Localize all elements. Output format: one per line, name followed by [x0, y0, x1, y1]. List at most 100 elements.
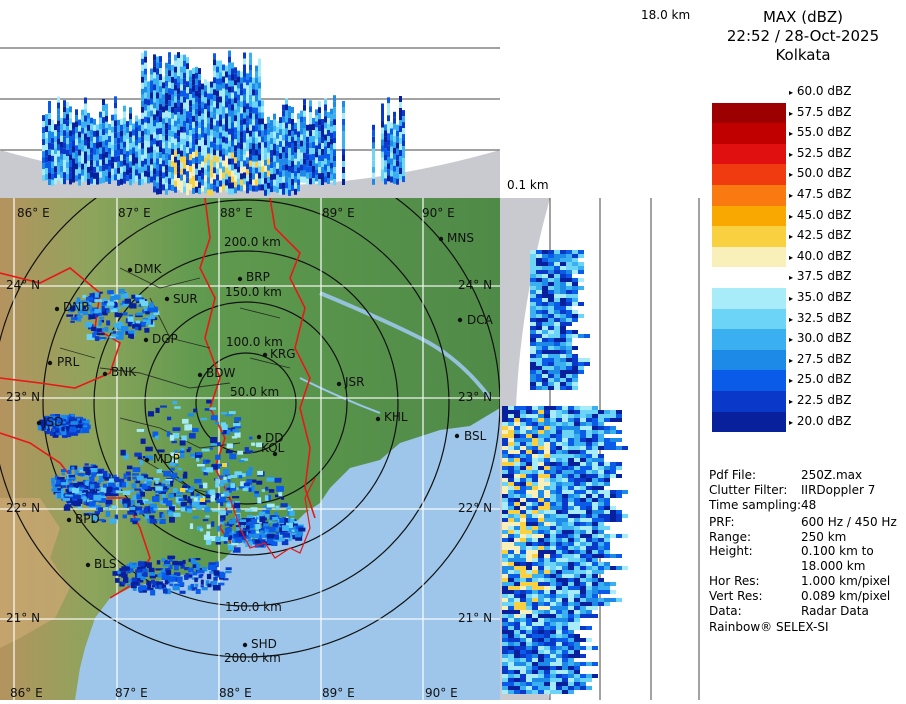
side-row-cell-887: [592, 530, 598, 534]
top-column-cell-73: [60, 129, 63, 136]
side-row-cell-892: [520, 534, 526, 538]
side-row-cell-1002: [502, 558, 508, 562]
side-row-cell-183: [536, 338, 542, 342]
top-column-cell-1534: [327, 154, 330, 160]
echo-cell-249: [111, 505, 117, 510]
top-column-cell-1623: [387, 157, 390, 164]
top-column-cell-1077: [237, 100, 240, 107]
echo-cell-1250: [292, 523, 298, 526]
echo-cell-743: [172, 560, 178, 566]
side-row-cell-891: [514, 534, 520, 538]
side-row-cell-406: [532, 430, 538, 434]
side-row-cell-950: [526, 546, 532, 550]
echo-cell-930: [86, 502, 92, 506]
side-row-cell-761: [526, 506, 532, 510]
top-column-cell-1649: [396, 124, 399, 131]
side-row-cell-330: [532, 414, 538, 418]
top-column-cell-1042: [231, 140, 234, 147]
top-column-cell-1589: [372, 178, 375, 185]
side-row-cell-345: [502, 418, 508, 422]
side-row-cell-102: [530, 298, 536, 302]
top-column-cell-712: [183, 174, 186, 181]
side-row-cell-372: [544, 422, 550, 426]
side-row-cell-946: [502, 546, 508, 550]
top-column-cell-1391: [294, 128, 297, 135]
side-row-cell-990: [550, 554, 556, 558]
side-row-cell-1415: [514, 662, 520, 666]
top-column-cell-1483: [315, 151, 318, 158]
range-label-50: 50.0 km: [230, 385, 279, 399]
echo-cell-805: [149, 571, 155, 578]
side-row-cell-191: [542, 342, 548, 346]
side-row-cell-499: [508, 450, 514, 454]
echo-cell-4: [197, 464, 205, 467]
echo-cell-962: [77, 481, 84, 485]
side-row-cell-587: [616, 466, 622, 470]
legend-label: 42.5 dBZ: [796, 228, 852, 243]
side-row-cell-301: [574, 406, 580, 410]
top-column-cell-888: [210, 147, 213, 154]
echo-cell-337: [146, 481, 152, 486]
radar-map[interactable]: 86° E 87° E 88° E 89° E 90° E 86° E 87° …: [0, 198, 500, 700]
side-row-cell-808: [574, 514, 580, 518]
side-row-cell-1384: [562, 650, 568, 654]
top-column-cell-840: [204, 85, 207, 92]
side-row-cell-329: [526, 414, 532, 418]
side-row-cell-952: [538, 546, 544, 550]
echo-cell-450: [206, 524, 211, 529]
top-column-cell-1602: [381, 175, 384, 182]
side-row-cell-912: [514, 538, 520, 542]
top-column-cell-851: [204, 151, 207, 158]
side-row-cell-532: [508, 458, 514, 462]
echo-cell-358: [219, 497, 226, 503]
side-row-cell-327: [514, 414, 520, 418]
side-row-cell-25: [572, 258, 578, 262]
top-column-cell-1133: [243, 178, 246, 185]
side-row-cell-1052: [598, 566, 604, 570]
echo-cell-235: [114, 514, 118, 520]
side-row-cell-22: [554, 258, 560, 262]
legend-entry: ▸ 30.0 dBZ: [789, 331, 851, 345]
top-column-cell-1161: [249, 88, 252, 95]
side-row-cell-309: [526, 410, 532, 414]
top-column-cell-305: [117, 155, 120, 162]
top-column-cell-634: [174, 120, 177, 127]
top-column-cell-402: [141, 130, 144, 137]
echo-cell-1096: [63, 422, 70, 425]
side-row-cell-106: [554, 298, 560, 302]
top-column-cell-646: [177, 52, 180, 59]
side-row-cell-1498: [574, 682, 580, 686]
echo-cell-508: [255, 530, 261, 535]
top-column-cell-922: [216, 78, 219, 85]
top-column-cell-1334: [282, 128, 285, 135]
side-row-cell-1040: [526, 566, 532, 570]
echo-cell-669: [110, 295, 118, 299]
side-row-cell-1414: [508, 662, 514, 666]
side-row-cell-414: [580, 430, 586, 434]
top-column-cell-1075: [237, 88, 240, 95]
top-column-cell-1074: [237, 82, 240, 89]
top-column-cell-737: [186, 189, 189, 196]
echo-cell-774: [123, 577, 129, 584]
lon-label-87-bottom: 87° E: [115, 686, 148, 700]
top-column-cell-503: [156, 122, 159, 129]
station-label-dd: DD: [265, 431, 283, 445]
side-row-cell-1244: [568, 610, 574, 614]
top-column-cell-1350: [285, 128, 288, 135]
top-column-cell-331: [123, 165, 126, 172]
side-row-cell-326: [508, 414, 514, 418]
echo-cell-1296: [255, 523, 261, 530]
station-dot-4: [54, 306, 60, 312]
top-column-cell-1627: [390, 122, 393, 129]
side-row-cell-1453: [568, 670, 574, 674]
top-column-cell-46: [51, 179, 54, 186]
echo-cell-966: [101, 470, 108, 477]
top-column-cell-1006: [228, 56, 231, 63]
side-row-cell-319: [586, 410, 592, 414]
side-row-cell-1450: [550, 670, 556, 674]
echo-cell-108: [177, 468, 182, 471]
top-column-cell-330: [123, 159, 126, 166]
side-row-cell-628: [508, 478, 514, 482]
top-column-cell-628: [174, 84, 177, 91]
top-column-cell-1056: [234, 97, 237, 104]
